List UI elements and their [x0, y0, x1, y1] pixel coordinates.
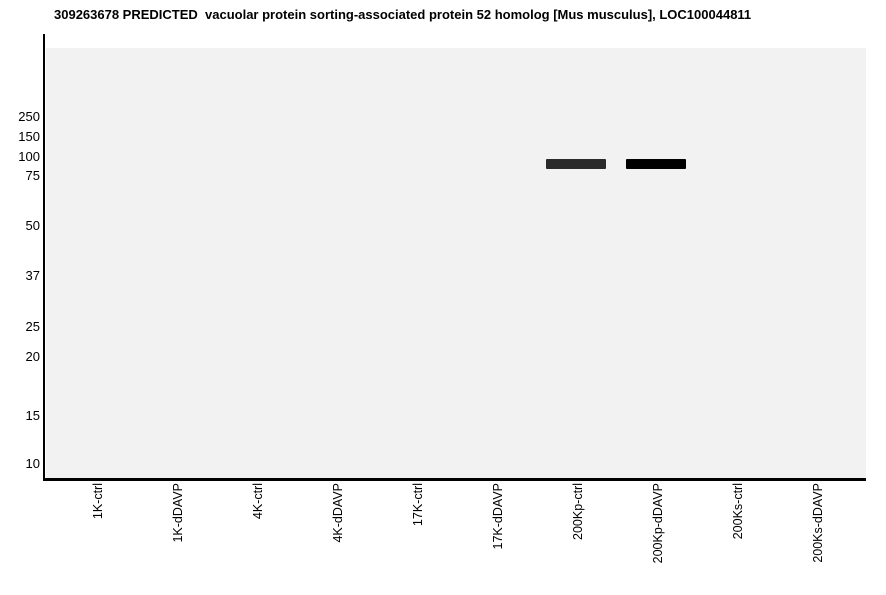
y-tick-label: 25: [25, 319, 40, 334]
x-lane-label: 1K-ctrl: [91, 483, 105, 520]
x-axis-line: [43, 478, 866, 481]
x-lane-label: 200Kp-ctrl: [571, 483, 585, 540]
y-axis-line: [43, 34, 45, 481]
x-lane-label: 17K-dDAVP: [491, 483, 505, 550]
y-tick-label: 50: [25, 218, 40, 233]
y-tick-label: 100: [18, 149, 40, 164]
y-tick-label: 15: [25, 408, 40, 423]
x-lane-label: 4K-dDAVP: [331, 483, 345, 543]
y-tick-label: 250: [18, 109, 40, 124]
y-tick-label: 10: [25, 456, 40, 471]
x-lane-label: 200Ks-dDAVP: [811, 483, 825, 563]
y-tick-label: 150: [18, 129, 40, 144]
x-lane-label: 4K-ctrl: [251, 483, 265, 520]
plot-area: [46, 48, 866, 478]
x-lane-label: 1K-dDAVP: [171, 483, 185, 543]
figure-title: 309263678 PREDICTED vacuolar protein sor…: [54, 7, 752, 22]
x-lane-label: 200Ks-ctrl: [731, 483, 745, 540]
y-tick-label: 75: [25, 168, 40, 183]
x-lane-label: 17K-ctrl: [411, 483, 425, 527]
y-tick-label: 37: [25, 268, 40, 283]
y-tick-label: 20: [25, 349, 40, 364]
protein-band: [626, 159, 686, 169]
x-lane-label: 200Kp-dDAVP: [651, 483, 665, 564]
protein-band: [546, 159, 606, 169]
